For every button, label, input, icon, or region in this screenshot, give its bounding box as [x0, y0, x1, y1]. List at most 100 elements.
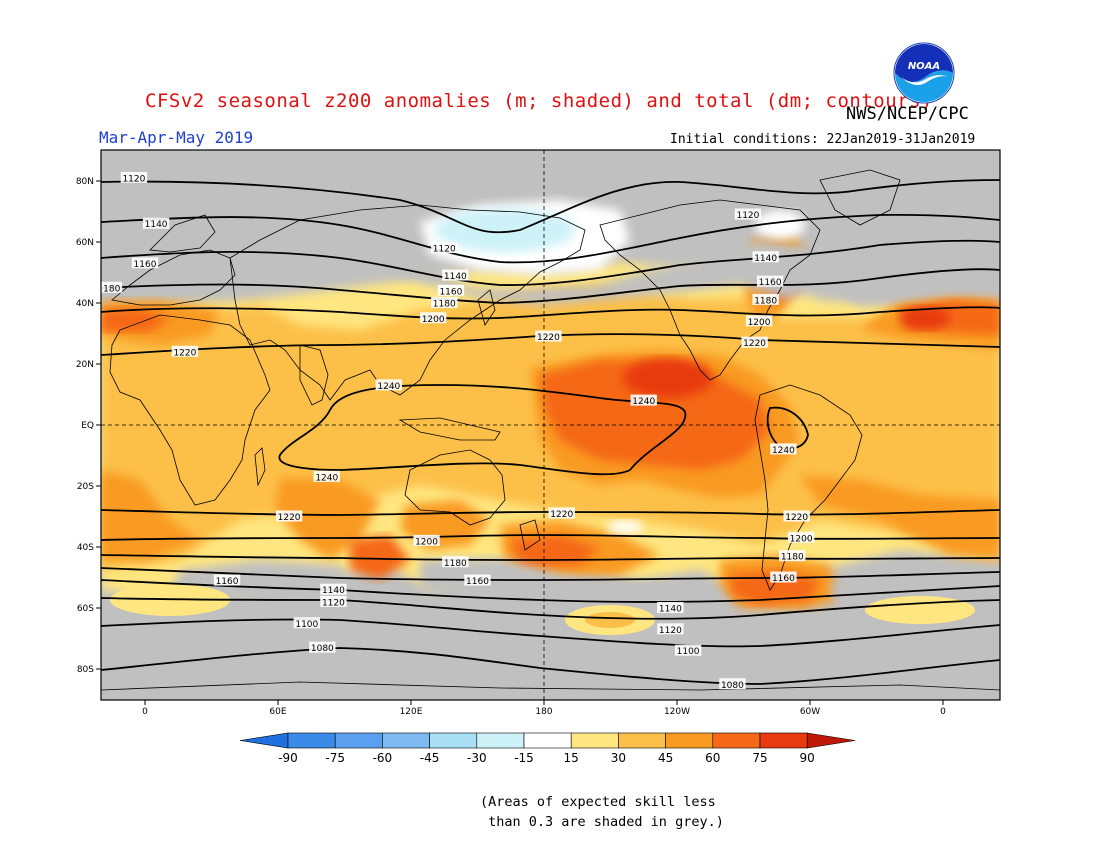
- contour-label-text: 1140: [444, 272, 467, 282]
- contour-label-text: 1140: [322, 586, 345, 596]
- contour-label-text: 1120: [433, 245, 456, 255]
- contour-label: 1120: [657, 623, 684, 636]
- colorbar-tick-label: -15: [514, 751, 534, 765]
- contour-label-text: 1240: [632, 397, 655, 407]
- contour-label: 1080: [719, 678, 746, 691]
- contour-1120-sh: [101, 597, 1000, 620]
- initial-conditions-label: Initial conditions: 22Jan2019-31Jan2019: [670, 132, 976, 147]
- contour-label-text: 1120: [736, 211, 759, 221]
- contour-label-text: 1120: [322, 598, 345, 608]
- contour-1160-sh: [101, 567, 1000, 581]
- contour-label-text: 1240: [315, 473, 338, 483]
- agency-label: NWS/NCEP/CPC: [846, 104, 969, 124]
- svg-text:NOAA: NOAA: [908, 61, 940, 72]
- colorbar-tick-label: -45: [420, 751, 440, 765]
- contour-label-text: 1180: [433, 300, 456, 310]
- height-contours: [101, 179, 1000, 685]
- contour-label: 1160: [756, 275, 784, 288]
- contour-label-text: 1200: [748, 318, 771, 328]
- contour-1140-nh: [101, 213, 1000, 264]
- contour-label: 1200: [745, 315, 773, 328]
- contour-label-text: 1220: [173, 348, 196, 358]
- contour-label-text: 1200: [422, 315, 445, 325]
- contour-label-text: 1240: [772, 446, 795, 456]
- skill-note-line2: than 0.3 are shaded in grey.): [480, 814, 724, 830]
- contour-1180-sh: [101, 554, 1000, 561]
- contour-label: 1220: [741, 336, 768, 349]
- contour-label-text: 1100: [295, 620, 318, 630]
- colorbar-tick-label: -30: [467, 751, 487, 765]
- contour-label-text: 1140: [145, 220, 168, 230]
- contour-label: 1120: [431, 242, 458, 255]
- anomaly-75-90-npac: [623, 358, 713, 398]
- contour-label-text: 1180: [444, 559, 467, 569]
- contour-label: 1160: [464, 574, 491, 587]
- colorbar-tick-label: 45: [658, 751, 673, 765]
- lon-label-120w: 120W: [664, 707, 690, 717]
- colorbar-segment: [570, 732, 619, 749]
- lat-label-40n: 40N: [76, 299, 94, 309]
- contour-label: 1240: [770, 443, 797, 456]
- contour-label: 1100: [293, 617, 321, 630]
- contour-1200-sh: [101, 534, 1000, 541]
- contour-label: 1120: [734, 208, 762, 221]
- contour-1220-sh: [101, 509, 1000, 516]
- colorbar-segment: [618, 732, 666, 749]
- contour-label-text: 1240: [377, 382, 400, 392]
- lat-label-80s: 80S: [77, 665, 94, 675]
- contour-label-text: 1100: [677, 647, 700, 657]
- contour-label: 1240: [375, 379, 403, 392]
- anomaly-white-canada: [755, 210, 805, 240]
- contour-1120-nh: [101, 179, 1000, 234]
- lat-label-20s: 20S: [77, 482, 94, 492]
- colorbar-tick-label: 15: [564, 751, 579, 765]
- contour-label-text: 1160: [134, 260, 157, 270]
- anomaly-60-75-pacific: [540, 360, 770, 470]
- coast-africa: [109, 314, 271, 506]
- contour-label-text: 1220: [537, 333, 560, 343]
- coast-europe: [111, 249, 236, 306]
- lon-label-180: 180: [535, 707, 552, 717]
- contour-1240-ipwp: [278, 384, 687, 476]
- lat-label-eq: EQ: [81, 421, 94, 431]
- contour-label: 1200: [419, 312, 447, 325]
- coast-scandinavia: [149, 214, 216, 253]
- contour-label-text: 1140: [659, 605, 682, 615]
- contour-label: 1160: [437, 284, 465, 297]
- contour-label: 1220: [783, 510, 810, 523]
- noaa-logo-icon: NOAA: [893, 42, 955, 104]
- contour-label-text: 1220: [743, 339, 766, 349]
- coastlines: [101, 169, 1000, 691]
- lon-label-0-left: 0: [142, 707, 148, 717]
- lat-label-40s: 40S: [77, 543, 94, 553]
- lon-label-0-right: 0: [940, 707, 946, 717]
- coast-japan: [477, 289, 496, 326]
- contour-label-text: 1220: [785, 513, 808, 523]
- anomaly-45-60-indian: [275, 478, 380, 560]
- contour-label: 1160: [213, 574, 241, 587]
- contour-label: 1140: [657, 602, 684, 615]
- grey-antarctic: [101, 600, 1000, 700]
- colorbar-segment: [429, 732, 478, 749]
- colorbar-tick-label: 60: [705, 751, 720, 765]
- lon-label-120e: 120E: [400, 707, 423, 717]
- season-label: Mar-Apr-May 2019: [99, 128, 254, 147]
- colorbar-arrow-right: [806, 732, 856, 749]
- lon-label-60w: 60W: [800, 707, 820, 717]
- coast-madagascar: [254, 447, 266, 487]
- contour-label-text: 1120: [659, 626, 682, 636]
- colorbar-segment: [334, 732, 383, 749]
- contour-label-text: 1080: [721, 681, 744, 691]
- contour-1180-nh: [101, 268, 1000, 304]
- contour-label: 1200: [413, 534, 440, 547]
- coast-samerica: [754, 384, 863, 591]
- contour-label-text: 1080: [311, 644, 334, 654]
- contour-label-text: 1180: [781, 553, 804, 563]
- skill-note: (Areas of expected skill less than 0.3 a…: [480, 792, 724, 832]
- contour-label: 1180: [431, 297, 458, 310]
- contour-1160-nh: [101, 239, 1000, 286]
- contour-label: 1160: [770, 571, 797, 584]
- colorbar-tick-label: 90: [800, 751, 815, 765]
- contour-label: 1140: [752, 251, 779, 264]
- lat-label-20n: 20N: [76, 360, 94, 370]
